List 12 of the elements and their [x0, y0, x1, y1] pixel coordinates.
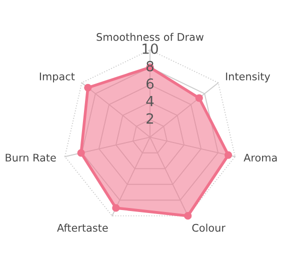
spoke-label: Aftertaste [57, 224, 108, 232]
y-tick-label: 2 [146, 113, 154, 124]
y-tick-label: 8 [146, 60, 154, 72]
y-tick-label: 6 [146, 78, 154, 89]
y-tick-label: 10 [142, 43, 158, 54]
spoke-label: Intensity [226, 72, 270, 82]
spoke-label: Colour [192, 224, 226, 232]
spoke-label: Smoothness of Draw [96, 32, 204, 41]
y-tick-label: 4 [146, 96, 154, 106]
spoke-label: Burn Rate [6, 154, 56, 162]
spoke-label: Impact [40, 72, 75, 82]
spoke-label: Aroma [244, 154, 277, 162]
